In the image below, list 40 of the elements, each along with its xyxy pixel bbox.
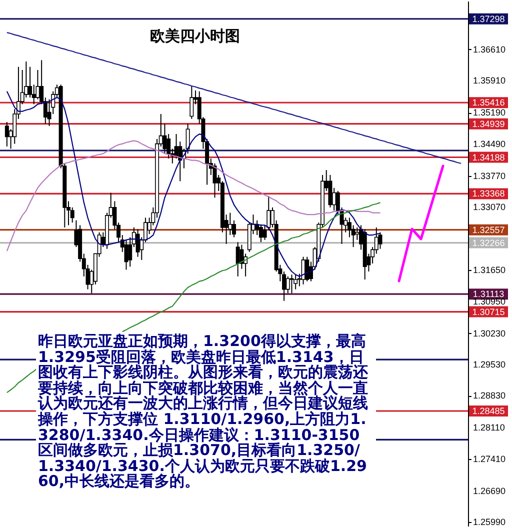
line-series — [6, 140, 381, 252]
candlestick — [36, 69, 40, 100]
ref-line-label: 1.34939 — [472, 118, 505, 129]
candlestick — [136, 228, 140, 258]
candlestick — [290, 274, 294, 294]
ref-line-label: 1.37298 — [472, 14, 505, 24]
y-tick-label: 1.25990 — [473, 516, 506, 527]
candlestick — [124, 239, 128, 270]
y-tick-label: 1.27410 — [473, 454, 506, 464]
y-tick-label: 1.35910 — [473, 76, 506, 86]
ref-line-label: 1.32557 — [472, 224, 505, 235]
candlestick — [294, 274, 298, 290]
ref-line-label: 1.28485 — [472, 406, 505, 416]
candlestick — [355, 226, 360, 240]
y-tick-label: 1.33770 — [473, 170, 506, 181]
ref-line-label: 1.32266 — [472, 238, 505, 248]
ref-line-label: 1.30715 — [472, 306, 505, 317]
candlestick — [305, 256, 310, 282]
candlestick — [258, 224, 263, 243]
candlestick — [4, 122, 9, 147]
y-tick-label: 1.33070 — [473, 202, 506, 212]
candlestick — [378, 232, 382, 250]
y-tick-label: 1.36610 — [473, 44, 506, 54]
ref-line-label: 1.33368 — [472, 188, 505, 199]
y-tick-label: 1.28830 — [473, 390, 506, 401]
candlestick — [212, 162, 217, 198]
candlestick — [286, 276, 290, 294]
y-tick-label: 1.26690 — [473, 486, 506, 496]
y-tick-label: 1.31650 — [473, 265, 506, 276]
y-tick-label: 1.28110 — [473, 422, 505, 433]
y-tick-label: 1.29530 — [473, 359, 506, 370]
y-tick-label: 1.35190 — [473, 108, 506, 118]
candlestick — [328, 174, 332, 208]
ref-line-label: 1.34188 — [472, 152, 505, 162]
ref-line-label: 1.35416 — [472, 98, 505, 108]
text: 昨日欧元亚盘正如预期，1.3200得以支撑，最高1.3295受阻回落，欧美盘昨日最低1.3143，日图收有上下影线阴柱。从图形来看，欧元的震荡还要持续，向上向下突破都比较困难，当然个人一直认为欧元还有一波大的上涨行情，但今日建议短线操作，下方支撑位 1.3110/1.2960,上方阻力1.3280/1.3340.今日操作建议：1.3110-3150区间做多欧元，止损1.3070,目标看向1.3250/1.3340/1.3430.个人认为欧元只要不跌破1.2960,中长线还是看多的。 — [38, 332, 368, 490]
y-tick-label: 1.30230 — [473, 328, 506, 338]
text: 欧美四小时图 — [149, 27, 241, 46]
candlestick — [190, 86, 194, 120]
y-tick-label: 1.34490 — [473, 138, 506, 149]
